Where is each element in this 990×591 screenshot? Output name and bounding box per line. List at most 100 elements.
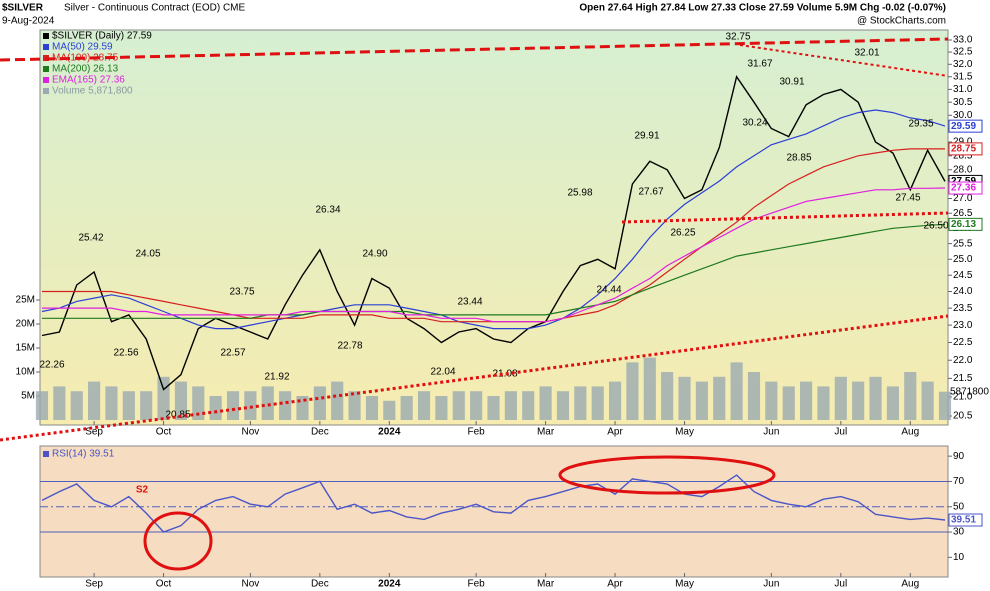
volume-bar — [869, 376, 882, 420]
volume-bar — [88, 381, 101, 420]
price-annotation: 26.34 — [315, 205, 340, 216]
volume-bar — [643, 357, 656, 420]
y-tick-label: 32.0 — [953, 59, 973, 70]
trend-line — [621, 211, 949, 224]
legend-entry: MA(200) 26.13 — [52, 64, 119, 75]
volume-bar — [539, 386, 552, 420]
volume-bar — [417, 391, 431, 420]
volume-bar — [174, 381, 188, 420]
x-tick-label: Feb — [468, 427, 486, 438]
price-annotation: 26.50 — [923, 221, 948, 232]
y-tick-label: 10 — [953, 552, 965, 563]
y-tick-label: 31.0 — [953, 84, 973, 95]
price-annotation: 22.56 — [113, 348, 138, 359]
x-tick-label: Nov — [241, 427, 259, 438]
y2-tick-label: 25M — [16, 295, 35, 306]
legend-entry: $SILVER (Daily) 27.59 — [52, 31, 152, 42]
volume-bar — [522, 391, 535, 420]
price-tag-box — [948, 217, 983, 231]
price-annotation: 32.01 — [854, 48, 879, 59]
y-tick-label: 23.5 — [953, 303, 973, 314]
x-tick-label: May — [675, 579, 694, 590]
y-tick-label: 32.5 — [953, 47, 973, 58]
volume-bar — [400, 396, 413, 420]
volume-bar — [140, 391, 153, 420]
x-tick-label: Apr — [607, 427, 623, 438]
volume-bar — [608, 381, 622, 420]
highlight-circle — [143, 511, 213, 571]
volume-bar — [435, 396, 448, 420]
volume-bar — [470, 391, 483, 420]
price-annotation: 27.45 — [895, 193, 920, 204]
indicator-line — [42, 223, 946, 319]
volume-bar — [626, 362, 639, 420]
price-annotation: 32.75 — [725, 32, 750, 43]
volume-bar — [279, 391, 292, 420]
x-tick-label: Jul — [834, 579, 847, 590]
volume-bar — [70, 391, 83, 420]
volume-bar — [487, 396, 500, 420]
volume-bar — [591, 386, 604, 420]
volume-bar — [817, 386, 830, 420]
volume-bar — [799, 381, 813, 420]
date: 9-Aug-2024 — [2, 16, 55, 27]
x-tick-label: Sep — [85, 579, 103, 590]
rsi-annotation: S2 — [136, 485, 149, 496]
y-tick-label: 26.5 — [953, 208, 973, 219]
y-tick-label: 70 — [953, 476, 965, 487]
volume-bar — [53, 386, 66, 420]
volume-bar — [834, 376, 847, 420]
highlight-circle — [558, 455, 776, 495]
price-annotation: 26.25 — [670, 228, 695, 239]
price-annotation: 23.75 — [229, 287, 254, 298]
price-annotation: 22.78 — [337, 341, 362, 352]
x-tick-label: Mar — [537, 579, 555, 590]
symbol: $SILVER — [2, 3, 44, 14]
price-tag: 27.36 — [951, 183, 976, 194]
price-annotation: 21.08 — [492, 369, 517, 380]
volume-bar — [209, 396, 222, 420]
price-annotation: 30.24 — [742, 118, 767, 129]
y-tick-label: 25.0 — [953, 254, 973, 265]
price-tag: 29.59 — [951, 121, 976, 132]
credit: @ StockCharts.com — [857, 16, 946, 27]
x-tick-label: 2024 — [378, 579, 401, 590]
legend-swatch — [43, 451, 49, 457]
price-annotation: 30.91 — [779, 77, 804, 88]
volume-bar — [782, 386, 795, 420]
y2-tick-label: 10M — [16, 367, 35, 378]
volume-bar — [35, 391, 49, 420]
price-tag-box — [948, 142, 983, 156]
y2-tick-label: 20M — [16, 319, 35, 330]
trend-line — [739, 44, 949, 77]
y-tick-label: 22.0 — [953, 355, 973, 366]
quote: Open 27.64 High 27.84 Low 27.33 Close 27… — [579, 3, 946, 14]
legend-swatch — [43, 66, 49, 72]
y-tick-label: 30.5 — [953, 97, 973, 108]
y2-tick-label: 5M — [21, 391, 35, 402]
x-tick-label: Dec — [311, 579, 329, 590]
volume-bar — [765, 381, 778, 420]
price-annotation: 31.67 — [747, 59, 772, 70]
y-tick-label: 30 — [953, 527, 965, 538]
price-annotation: 22.57 — [220, 348, 245, 359]
y-tick-label: 24.0 — [953, 286, 973, 297]
price-tag: 26.13 — [951, 219, 976, 230]
price-tag-box — [948, 513, 983, 527]
legend-swatch — [43, 77, 49, 83]
y-tick-label: 20.5 — [953, 411, 973, 422]
price-tag: 39.51 — [951, 515, 976, 526]
volume-bar — [730, 362, 743, 420]
volume-bar — [244, 391, 257, 420]
y-tick-label: 29.0 — [953, 137, 973, 148]
price-annotation: 22.26 — [39, 360, 64, 371]
y-tick-label: 33.0 — [953, 35, 973, 46]
volume-bar — [661, 372, 674, 420]
indicator-line — [42, 187, 946, 323]
legend-entry: EMA(165) 27.36 — [52, 75, 125, 86]
volume-bar — [313, 386, 326, 420]
price-annotation: 27.67 — [638, 187, 663, 198]
y-tick-label: 21.5 — [953, 373, 973, 384]
price-annotation: 24.90 — [362, 249, 387, 260]
